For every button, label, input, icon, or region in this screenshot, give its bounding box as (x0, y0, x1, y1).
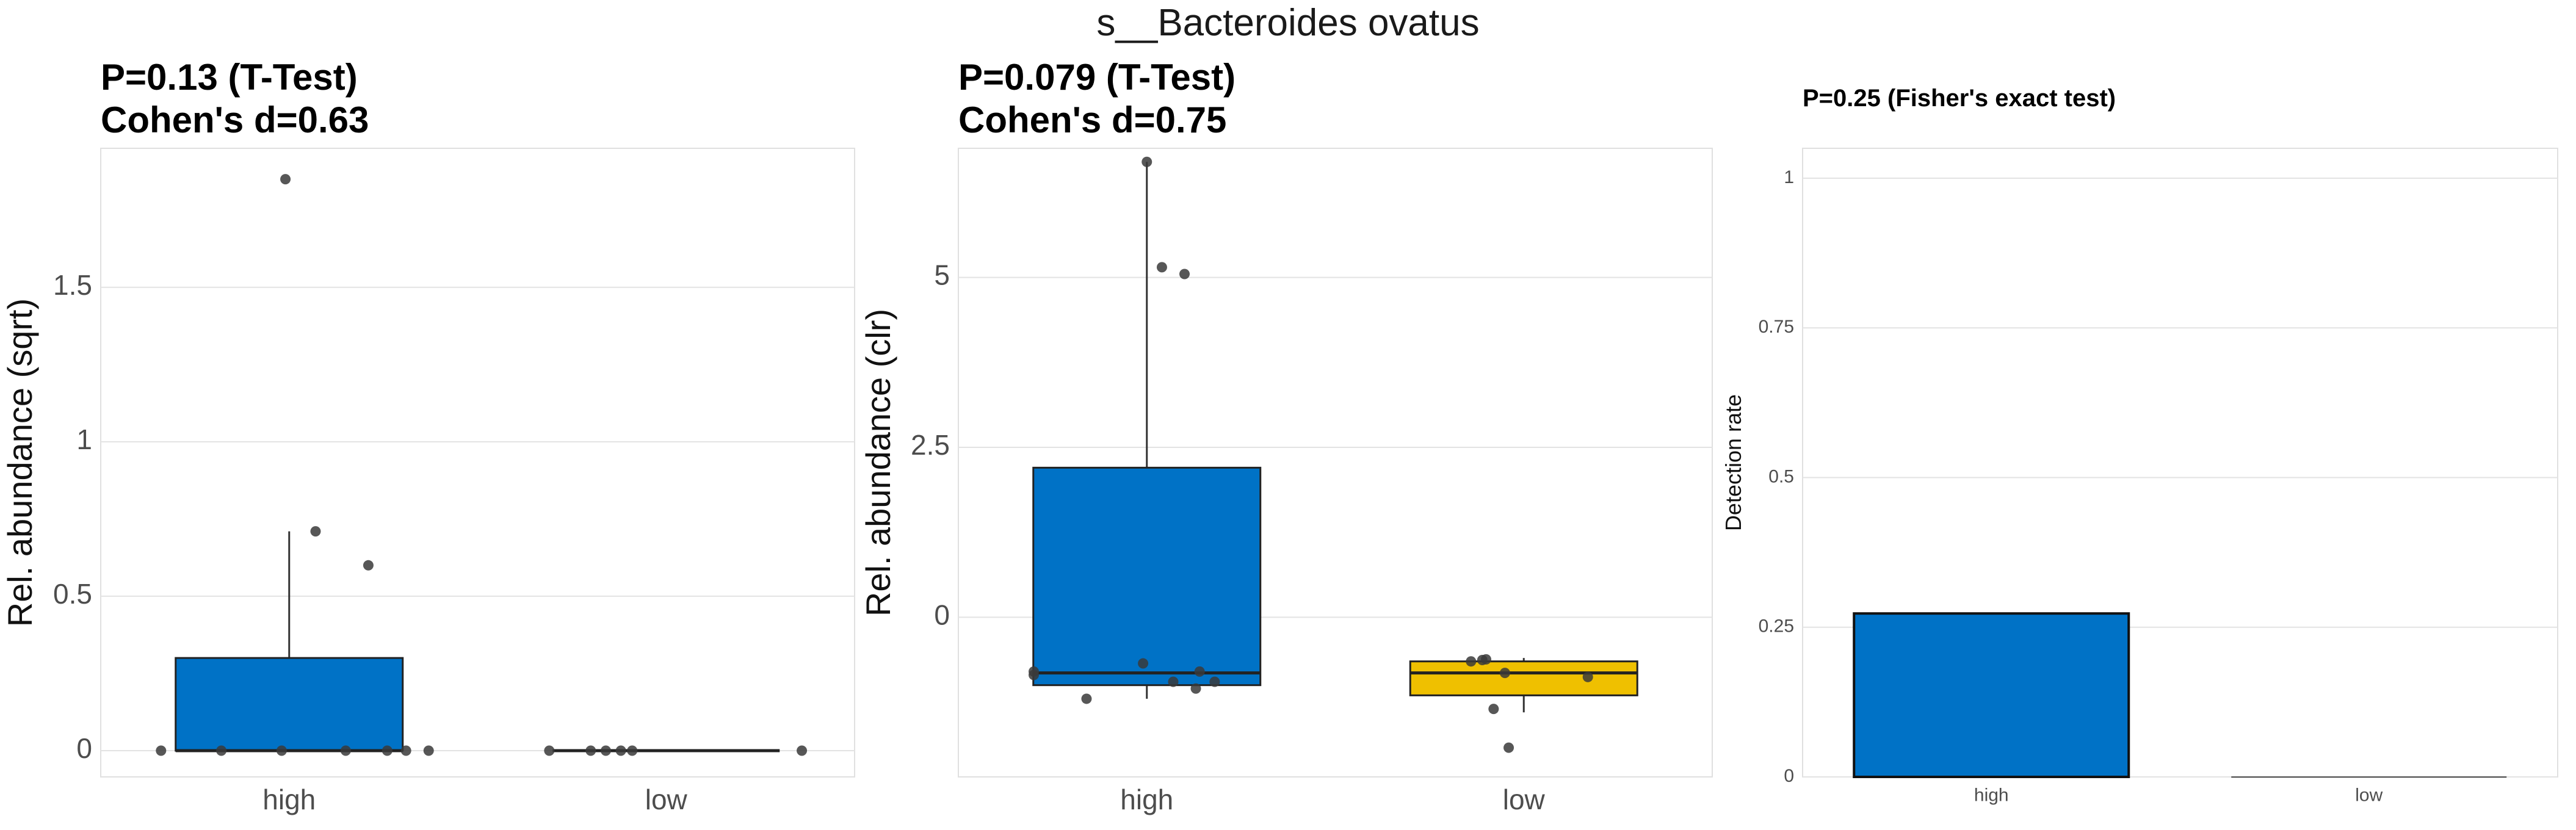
panel-2-point (1168, 676, 1179, 687)
panel-2-xtick-label: low (1503, 784, 1546, 815)
panel-2-plot: 0 2.5 5 high low Rel. abundance (clr) (859, 148, 1713, 815)
panel-1-point (797, 745, 808, 756)
panel-3-title-line1: P=0.25 (Fisher's exact test) (1803, 85, 2116, 112)
panel-1-plot: 0 0.5 1 1.5 high low Rel. abundance (sqrt) (1, 148, 855, 815)
panel-1-title-line2: Cohen's d=0.63 (101, 99, 369, 140)
panel-1-point (600, 745, 611, 756)
panel-1-title-line1: P=0.13 (T-Test) (101, 57, 358, 98)
panel-2-xtick-label: high (1120, 784, 1173, 815)
panel-1-point (340, 745, 351, 756)
panel-3-xtick-label: high (1974, 785, 2009, 806)
panel-1-ytick-label: 0.5 (53, 578, 92, 610)
panel-2-title-line1: P=0.079 (T-Test) (958, 57, 1236, 98)
panel-1-ytick-label: 1.5 (53, 269, 92, 301)
panel-1-point (276, 745, 287, 756)
panel-2-point (1190, 683, 1201, 694)
panel-3-xtick-label: low (2355, 785, 2382, 806)
panel-1-point (585, 745, 596, 756)
panel-2-box-high (1032, 466, 1262, 687)
panel-1-point (310, 526, 321, 537)
panel-1-point (216, 745, 227, 756)
panel-3-ytick-label: 0.5 (1768, 466, 1794, 486)
panel-2-point (1466, 656, 1477, 667)
panel-2-ytick-label: 5 (934, 259, 950, 291)
panel-1-ytick-label: 0 (76, 732, 92, 764)
figure-title: s__Bacteroides ovatus (1096, 2, 1480, 44)
panel-1-point (382, 745, 393, 756)
panel-2-frame (958, 148, 1713, 778)
panel-3-bar-high (1853, 612, 2130, 778)
panel-1-xtick-label: high (262, 784, 316, 815)
panel-3-ytick-label: 0.75 (1759, 317, 1794, 337)
panel-2-point (1194, 666, 1205, 677)
panel-1-ylabel: Rel. abundance (sqrt) (1, 298, 39, 627)
panel-1-point (615, 745, 626, 756)
panel-1-point (423, 745, 434, 756)
panel-2-ytick-label: 0 (934, 599, 950, 630)
panel-1-point (156, 745, 167, 756)
panel-2-point (1029, 669, 1039, 680)
panel-2-ylabel: Rel. abundance (clr) (859, 309, 897, 616)
panel-2-point (1138, 658, 1149, 669)
panel-2-point (1179, 269, 1190, 280)
panel-2-box-low (1409, 660, 1638, 696)
panel-2-point (1141, 156, 1152, 167)
panel-1-point (544, 745, 555, 756)
panel-1-point (280, 174, 291, 185)
panel-3-bar-low (2231, 776, 2507, 778)
panel-2-point (1156, 262, 1167, 273)
panel-2-point (1081, 693, 1092, 704)
panel-2-point (1481, 654, 1491, 665)
panel-2-point (1503, 742, 1514, 753)
panel-2-ytick-label: 2.5 (911, 429, 950, 461)
panel-3-title: P=0.25 (Fisher's exact test) (1803, 84, 2116, 112)
panel-1-box-high (175, 657, 404, 752)
panel-1-point (363, 560, 374, 571)
panel-1-point (400, 745, 411, 756)
panel-2-point (1499, 668, 1510, 679)
panel-2-point (1488, 704, 1499, 715)
panel-3-ylabel: Detection rate (1721, 394, 1746, 531)
panel-1-xtick-label: low (645, 784, 688, 815)
panel-2-title: P=0.079 (T-Test) Cohen's d=0.75 (958, 56, 1236, 141)
panel-3-ytick-label: 1 (1784, 167, 1794, 187)
panel-2-point (1209, 676, 1220, 687)
panel-1-title: P=0.13 (T-Test) Cohen's d=0.63 (101, 56, 369, 141)
panel-3-ytick-label: 0.25 (1759, 616, 1794, 637)
panel-2-point (1582, 671, 1593, 682)
panel-1-frame (100, 148, 855, 778)
panel-1-point (627, 745, 638, 756)
panel-2-title-line2: Cohen's d=0.75 (958, 99, 1227, 140)
panel-3-ytick-label: 0 (1784, 766, 1794, 786)
panel-1-ytick-label: 1 (76, 424, 92, 455)
panel-3-plot: 0 0.25 0.5 0.75 1 high low Detection rate (1721, 148, 2558, 806)
